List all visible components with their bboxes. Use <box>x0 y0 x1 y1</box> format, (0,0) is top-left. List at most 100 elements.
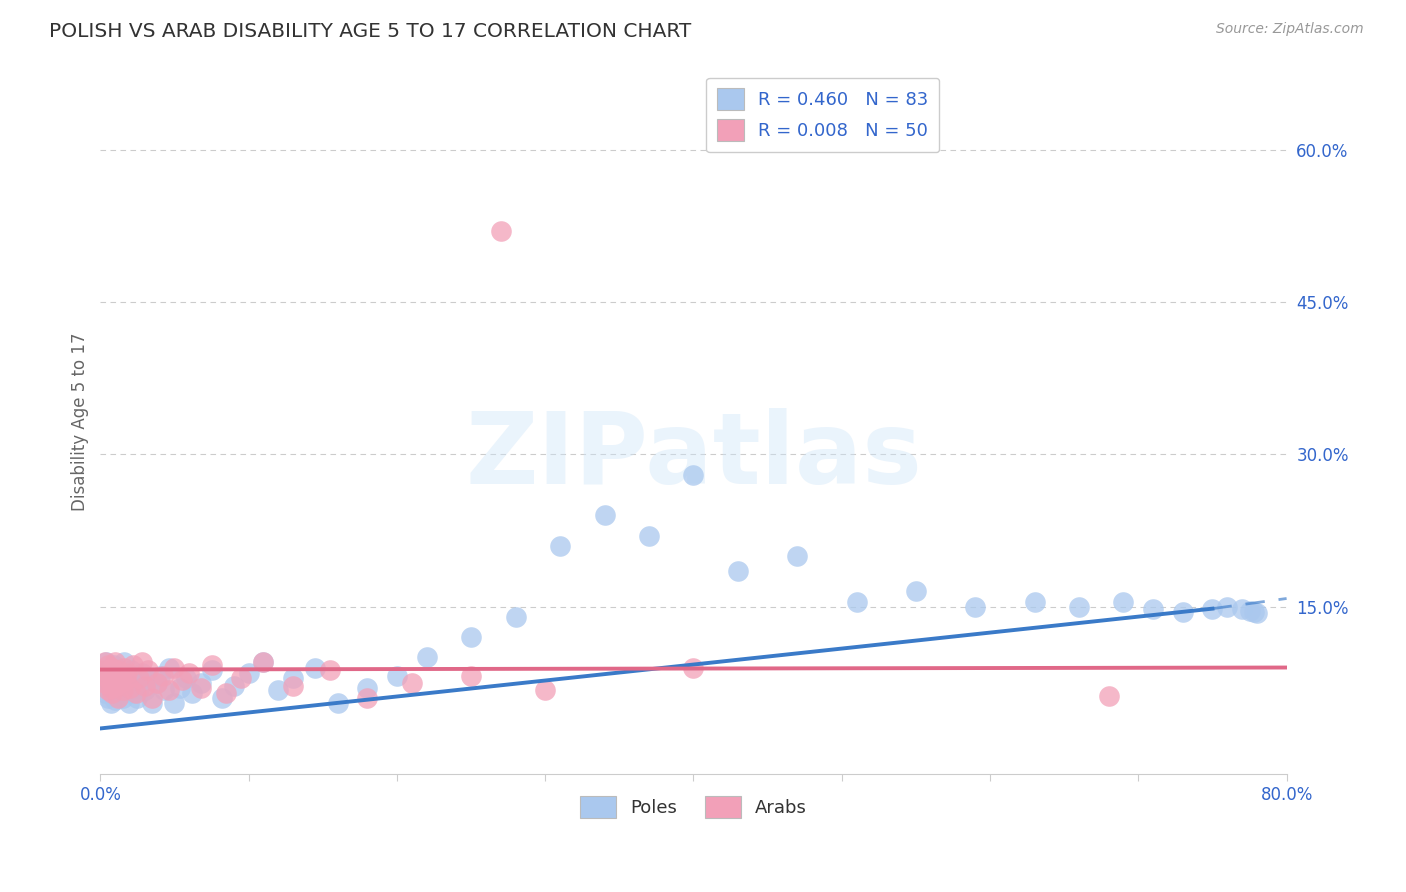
Point <box>157 682 180 697</box>
Point <box>385 668 408 682</box>
Point <box>122 658 145 673</box>
Point <box>101 686 124 700</box>
Point <box>200 663 222 677</box>
Point <box>112 656 135 670</box>
Point <box>96 679 118 693</box>
Point <box>179 665 201 680</box>
Point <box>181 686 204 700</box>
Point <box>96 656 118 670</box>
Point <box>97 663 120 677</box>
Point <box>111 681 134 695</box>
Point <box>638 528 661 542</box>
Point <box>131 665 153 680</box>
Point <box>91 673 114 687</box>
Point <box>98 665 121 680</box>
Point <box>141 690 163 705</box>
Point <box>94 656 117 670</box>
Text: POLISH VS ARAB DISABILITY AGE 5 TO 17 CORRELATION CHART: POLISH VS ARAB DISABILITY AGE 5 TO 17 CO… <box>49 22 692 41</box>
Point <box>97 682 120 697</box>
Point <box>134 679 156 693</box>
Point <box>163 696 186 710</box>
Point <box>1239 604 1261 618</box>
Point <box>104 656 127 670</box>
Point <box>1243 605 1265 619</box>
Point <box>190 681 212 695</box>
Point <box>682 467 704 482</box>
Point <box>281 679 304 693</box>
Point <box>115 665 138 680</box>
Point <box>122 686 145 700</box>
Point <box>127 690 149 705</box>
Point <box>786 549 808 563</box>
Point <box>118 679 141 693</box>
Point <box>281 671 304 685</box>
Point <box>163 660 186 674</box>
Point <box>94 668 117 682</box>
Point <box>1098 689 1121 703</box>
Point <box>104 693 127 707</box>
Point <box>1246 606 1268 620</box>
Point <box>319 663 342 677</box>
Point <box>100 671 122 685</box>
Point <box>101 681 124 695</box>
Point <box>107 690 129 705</box>
Point <box>1171 605 1194 619</box>
Point <box>121 663 143 677</box>
Point <box>222 679 245 693</box>
Point <box>190 675 212 690</box>
Point <box>128 681 150 695</box>
Point <box>98 682 121 697</box>
Point <box>115 671 138 685</box>
Point <box>727 564 749 578</box>
Point <box>211 690 233 705</box>
Point <box>107 686 129 700</box>
Point <box>176 671 198 685</box>
Point <box>98 673 121 687</box>
Point <box>505 609 527 624</box>
Point <box>1230 601 1253 615</box>
Point <box>96 668 118 682</box>
Point <box>103 671 125 685</box>
Point <box>134 682 156 697</box>
Point <box>104 679 127 693</box>
Point <box>304 660 326 674</box>
Text: ZIPatlas: ZIPatlas <box>465 409 922 505</box>
Point <box>1024 594 1046 608</box>
Point <box>97 690 120 705</box>
Point <box>845 594 868 608</box>
Point <box>111 682 134 697</box>
Point <box>114 673 136 687</box>
Point <box>231 671 253 685</box>
Point <box>401 675 423 690</box>
Point <box>149 668 172 682</box>
Point <box>110 668 132 682</box>
Point <box>105 663 128 677</box>
Point <box>356 681 378 695</box>
Point <box>152 668 174 682</box>
Point <box>141 696 163 710</box>
Point <box>103 689 125 703</box>
Point <box>965 599 987 614</box>
Point <box>125 668 148 682</box>
Point <box>124 675 146 690</box>
Point <box>117 696 139 710</box>
Point <box>108 675 131 690</box>
Point <box>267 682 290 697</box>
Point <box>94 675 117 690</box>
Point <box>593 508 616 523</box>
Point <box>125 686 148 700</box>
Point <box>101 665 124 680</box>
Point <box>97 658 120 673</box>
Point <box>252 656 274 670</box>
Y-axis label: Disability Age 5 to 17: Disability Age 5 to 17 <box>72 332 89 510</box>
Point <box>252 656 274 670</box>
Point <box>118 681 141 695</box>
Point <box>98 660 121 674</box>
Point <box>548 539 571 553</box>
Point <box>1112 594 1135 608</box>
Point <box>103 658 125 673</box>
Point <box>356 690 378 705</box>
Point <box>682 660 704 674</box>
Point <box>112 660 135 674</box>
Point <box>1067 599 1090 614</box>
